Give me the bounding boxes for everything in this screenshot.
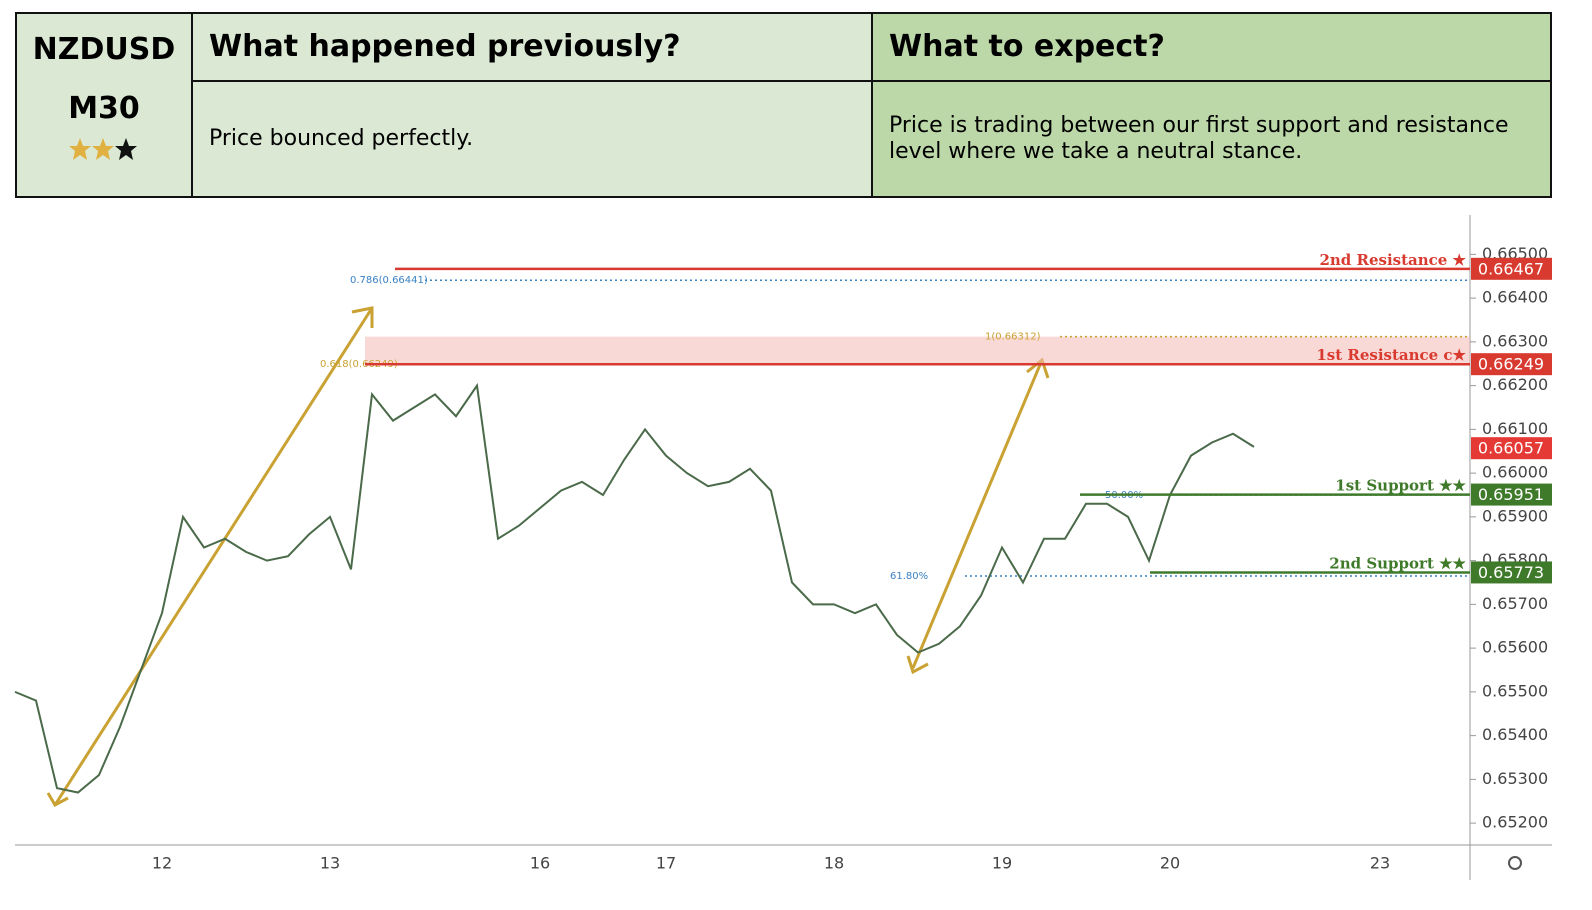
arrow (53, 307, 374, 806)
star (69, 138, 91, 160)
timeframe: M30 (68, 91, 140, 126)
previous-title: What happened previously? (193, 14, 873, 82)
price-tag (1471, 257, 1552, 280)
previous-text: Price bounced perfectly. (193, 82, 873, 196)
fib-label: 0.618(0.66249) (320, 359, 398, 370)
pair-cell: NZDUSD M30 (17, 14, 193, 196)
star (115, 138, 137, 160)
x-tick-label: 12 (152, 854, 172, 873)
summary-table: NZDUSD M30 What happened previously? Pri… (15, 12, 1552, 198)
y-tick-label: 0.66400 (1482, 288, 1548, 307)
star (92, 138, 114, 160)
last-price-label: 0.66057 (1478, 439, 1544, 458)
expect-title: What to expect? (873, 14, 1550, 82)
y-tick-label: 0.65500 (1482, 681, 1548, 700)
level-label: 1st Resistance c★ (1316, 346, 1466, 364)
level-label: 2nd Resistance ★ (1319, 251, 1466, 269)
y-tick-label: 0.65600 (1482, 638, 1548, 657)
x-tick-label: 23 (1370, 854, 1390, 873)
x-tick-label: 17 (656, 854, 676, 873)
price-tag-label: 0.65773 (1478, 563, 1544, 582)
price-tag-label: 0.66467 (1478, 259, 1544, 278)
x-tick-label: 18 (824, 854, 844, 873)
pair: NZDUSD (32, 32, 176, 67)
price-tag (1471, 353, 1552, 376)
price-tag (1471, 483, 1552, 506)
x-tick-label: 13 (320, 854, 340, 873)
price-tag-label: 0.65951 (1478, 485, 1544, 504)
y-tick-label: 0.66100 (1482, 419, 1548, 438)
y-tick-label: 0.65400 (1482, 725, 1548, 744)
y-tick-label: 0.65200 (1482, 813, 1548, 832)
arrowhead (46, 792, 69, 808)
y-tick-label: 0.65700 (1482, 594, 1548, 613)
arrowhead (906, 655, 929, 675)
fib-label: 0.786(0.66441) (350, 275, 428, 286)
fib-label: 1(0.66312) (985, 332, 1041, 343)
price-tag (1471, 561, 1552, 584)
x-tick-label: 19 (992, 854, 1012, 873)
resistance-zone (365, 336, 1470, 365)
y-tick-label: 0.65300 (1482, 769, 1548, 788)
level-label: 1st Support ★★ (1335, 477, 1466, 495)
price-tag-label: 0.66249 (1478, 355, 1544, 374)
price-line (14, 382, 1255, 794)
annotation-arrows (46, 306, 1050, 808)
y-tick-label: 0.66300 (1482, 331, 1548, 350)
x-tick-label: 16 (530, 854, 550, 873)
level-label: 2nd Support ★★ (1329, 554, 1466, 572)
y-tick-label: 0.65900 (1482, 506, 1548, 525)
fib-label: 61.80% (890, 571, 928, 582)
y-tick-label: 0.66200 (1482, 375, 1548, 394)
settings-icon[interactable] (1508, 856, 1522, 870)
last-price-tag (1471, 437, 1552, 460)
arrowhead (351, 306, 374, 328)
x-tick-label: 20 (1160, 854, 1180, 873)
rating-stars (69, 138, 137, 160)
arrow (911, 359, 1044, 669)
y-tick-label: 0.66000 (1482, 463, 1548, 482)
expect-text: Price is trading between our first suppo… (873, 82, 1550, 196)
